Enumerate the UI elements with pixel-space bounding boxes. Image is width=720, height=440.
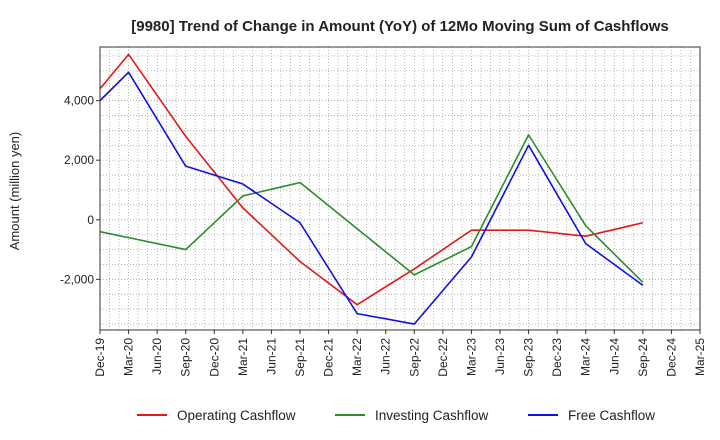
x-tick-label: Dec-19: [93, 338, 107, 377]
x-tick-label: Dec-23: [550, 338, 564, 377]
x-tick-label: Mar-24: [579, 338, 593, 376]
y-tick-label: 4,000: [64, 94, 94, 108]
x-tick-label: Jun-23: [493, 338, 507, 375]
legend: Operating Cashflow Investing Cashflow Free…: [137, 408, 655, 423]
plot-frame: [99, 46, 701, 331]
x-tick-label: Dec-22: [436, 338, 450, 377]
x-tick-label: Jun-20: [150, 338, 164, 375]
x-tick-label: Jun-22: [379, 338, 393, 375]
legend-label-operating-cashflow: Operating Cashflow: [177, 408, 296, 423]
operating-cashflow-line: [99, 53, 644, 306]
chart-title: [9980] Trend of Change in Amount (YoY) o…: [131, 18, 669, 35]
x-tick-label: Sep-23: [522, 338, 536, 377]
y-tick-label: 0: [87, 213, 94, 227]
x-tick-label: Dec-24: [664, 338, 678, 377]
x-tick-label: Jun-24: [607, 338, 621, 375]
investing-cashflow-line: [99, 134, 644, 283]
x-tick-label: Mar-20: [122, 338, 136, 376]
y-tick-labels: 4,000 2,000 0 -2,000: [60, 94, 100, 286]
x-tick-label: Jun-21: [264, 338, 278, 375]
x-tick-label: Sep-22: [407, 338, 421, 377]
x-tick-label: Mar-23: [464, 338, 478, 376]
legend-label-free-cashflow: Free Cashflow: [568, 408, 655, 423]
grid: [99, 47, 701, 330]
x-tick-label: Sep-20: [179, 338, 193, 377]
x-tick-label: Mar-21: [236, 338, 250, 376]
x-tick-labels: Dec-19 Mar-20 Jun-20 Sep-20 Dec-20 Mar-21 Jun-…: [93, 330, 707, 377]
legend-label-investing-cashflow: Investing Cashflow: [375, 408, 489, 423]
free-cashflow-line: [99, 71, 644, 325]
series-lines: [99, 53, 644, 325]
x-tick-label: Dec-21: [322, 338, 336, 377]
x-tick-label: Sep-21: [293, 338, 307, 377]
y-tick-label: 2,000: [64, 153, 94, 167]
x-tick-label: Sep-24: [636, 338, 650, 377]
x-tick-label: Mar-25: [693, 338, 707, 376]
y-tick-label: -2,000: [60, 272, 94, 286]
x-tick-label: Dec-20: [207, 338, 221, 377]
x-tick-label: Mar-22: [350, 338, 364, 376]
y-axis-label: Amount (million yen): [7, 132, 22, 251]
